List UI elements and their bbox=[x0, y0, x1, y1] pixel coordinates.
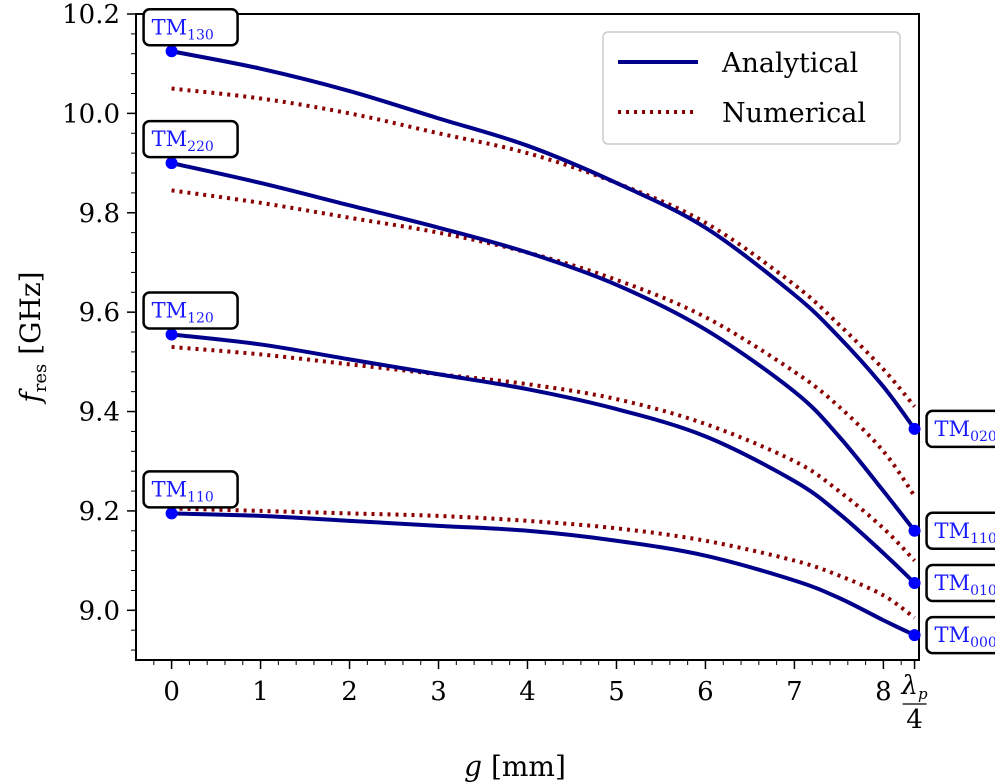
analytical-curve-2 bbox=[171, 332, 916, 585]
annotation-label: TM000 bbox=[935, 623, 995, 651]
numerical-curve-2 bbox=[171, 344, 916, 563]
x-tick-label: 0 bbox=[163, 677, 180, 707]
annotation-left-120: TM120 bbox=[142, 291, 239, 330]
numerical-curve-3 bbox=[171, 506, 916, 620]
y-tick-label: 9.8 bbox=[79, 199, 120, 229]
x-tick-label: 4 bbox=[519, 677, 536, 707]
analytical-curve-0 bbox=[171, 49, 917, 431]
y-tick-label: 9.2 bbox=[79, 497, 120, 527]
annotation-label: TM220 bbox=[152, 127, 214, 155]
y-tick-label: 9.6 bbox=[79, 298, 120, 328]
x-tick-label: 6 bbox=[697, 677, 714, 707]
annotation-box bbox=[925, 563, 995, 603]
annotation-label: TM120 bbox=[152, 299, 214, 327]
mode-marker bbox=[165, 157, 178, 170]
annotation-box bbox=[142, 291, 239, 330]
mode-marker bbox=[165, 507, 178, 520]
annotation-label: TM110 bbox=[935, 519, 995, 547]
y-axis-label: fres [GHz] bbox=[14, 271, 51, 404]
mode-annotations: TM130 TM220 TM120 TM110 TM020 TM110 TM010 TM000 bbox=[142, 8, 995, 655]
x-axis-label: g [mm] bbox=[464, 750, 566, 783]
annotation-box bbox=[925, 615, 995, 655]
legend: Analytical Numerical bbox=[602, 31, 901, 145]
analytical-curve-3 bbox=[171, 511, 916, 637]
x-tick-label: 2 bbox=[341, 677, 358, 707]
x-tick-label: 5 bbox=[608, 677, 625, 707]
x-tick-label-lambda: λp bbox=[901, 671, 928, 703]
annotation-right-110: TM110 bbox=[925, 511, 995, 551]
y-tick-label: 9.4 bbox=[79, 398, 120, 428]
annotation-box bbox=[142, 470, 239, 509]
annotation-box bbox=[142, 119, 239, 159]
mode-marker bbox=[908, 422, 921, 435]
legend-label-analytical: Analytical bbox=[721, 48, 858, 79]
annotation-label: TM010 bbox=[935, 571, 995, 599]
mode-marker bbox=[908, 629, 921, 642]
annotation-label: TM020 bbox=[935, 417, 995, 445]
annotation-left-110: TM110 bbox=[142, 470, 239, 509]
y-tick-label: 10.0 bbox=[62, 99, 120, 129]
mode-marker bbox=[165, 328, 178, 341]
annotation-right-010: TM010 bbox=[925, 563, 995, 603]
x-tick-label: 1 bbox=[252, 677, 269, 707]
series-curves bbox=[171, 49, 917, 637]
annotation-left-220: TM220 bbox=[142, 119, 239, 159]
x-tick-label: 8 bbox=[875, 677, 892, 707]
annotation-label: TM110 bbox=[152, 477, 214, 505]
annotation-right-020: TM020 bbox=[925, 409, 995, 449]
annotation-box bbox=[925, 409, 995, 449]
mode-marker bbox=[165, 45, 178, 58]
annotation-label: TM130 bbox=[152, 15, 214, 43]
mode-marker bbox=[908, 576, 921, 589]
mode-marker bbox=[908, 524, 921, 537]
data-markers bbox=[165, 45, 921, 642]
y-tick-label: 10.2 bbox=[62, 0, 120, 30]
y-tick-label: 9.0 bbox=[79, 596, 120, 626]
annotation-right-000: TM000 bbox=[925, 615, 995, 655]
numerical-curve-1 bbox=[171, 188, 917, 498]
x-tick-label: 3 bbox=[430, 677, 447, 707]
legend-label-numerical: Numerical bbox=[722, 98, 866, 129]
annotation-box bbox=[142, 8, 239, 47]
x-tick-label: 7 bbox=[786, 677, 803, 707]
annotation-left-130: TM130 bbox=[142, 8, 239, 47]
x-tick-label-denominator: 4 bbox=[906, 705, 923, 735]
analytical-curve-1 bbox=[171, 161, 917, 533]
annotation-box bbox=[925, 511, 995, 551]
